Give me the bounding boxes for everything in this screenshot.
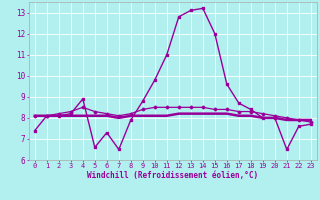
X-axis label: Windchill (Refroidissement éolien,°C): Windchill (Refroidissement éolien,°C) — [87, 171, 258, 180]
